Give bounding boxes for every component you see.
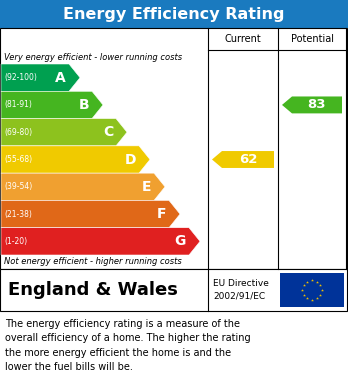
Bar: [0, 269, 347, 311]
Text: 62: 62: [239, 153, 257, 166]
Text: D: D: [125, 152, 136, 167]
Text: (69-80): (69-80): [4, 128, 32, 137]
Text: The energy efficiency rating is a measure of the
overall efficiency of a home. T: The energy efficiency rating is a measur…: [5, 319, 251, 372]
Text: C: C: [103, 125, 113, 139]
Text: (39-54): (39-54): [4, 182, 32, 191]
Text: G: G: [175, 234, 186, 248]
Text: Current: Current: [224, 34, 261, 44]
Text: Energy Efficiency Rating: Energy Efficiency Rating: [63, 7, 285, 22]
Polygon shape: [1, 146, 150, 173]
Polygon shape: [1, 91, 103, 118]
Bar: [280, 273, 344, 307]
Polygon shape: [1, 228, 200, 255]
Text: EU Directive: EU Directive: [213, 279, 269, 288]
Text: Potential: Potential: [291, 34, 334, 44]
Text: Very energy efficient - lower running costs: Very energy efficient - lower running co…: [4, 52, 182, 61]
Text: England & Wales: England & Wales: [8, 281, 178, 299]
Polygon shape: [282, 97, 342, 113]
Text: (55-68): (55-68): [4, 155, 32, 164]
Text: 2002/91/EC: 2002/91/EC: [213, 292, 265, 301]
Bar: [0, 0, 348, 28]
Polygon shape: [1, 64, 80, 91]
Polygon shape: [1, 201, 180, 228]
Text: E: E: [142, 180, 151, 194]
Polygon shape: [212, 151, 274, 168]
Polygon shape: [1, 173, 165, 201]
Text: Not energy efficient - higher running costs: Not energy efficient - higher running co…: [4, 258, 182, 267]
Polygon shape: [1, 118, 127, 146]
Text: A: A: [55, 71, 66, 84]
Text: (92-100): (92-100): [4, 73, 37, 82]
Text: B: B: [78, 98, 89, 112]
Text: (21-38): (21-38): [4, 210, 32, 219]
Text: 83: 83: [308, 99, 326, 111]
Text: (1-20): (1-20): [4, 237, 27, 246]
Text: F: F: [157, 207, 166, 221]
Text: (81-91): (81-91): [4, 100, 32, 109]
Bar: [0, 28, 347, 269]
